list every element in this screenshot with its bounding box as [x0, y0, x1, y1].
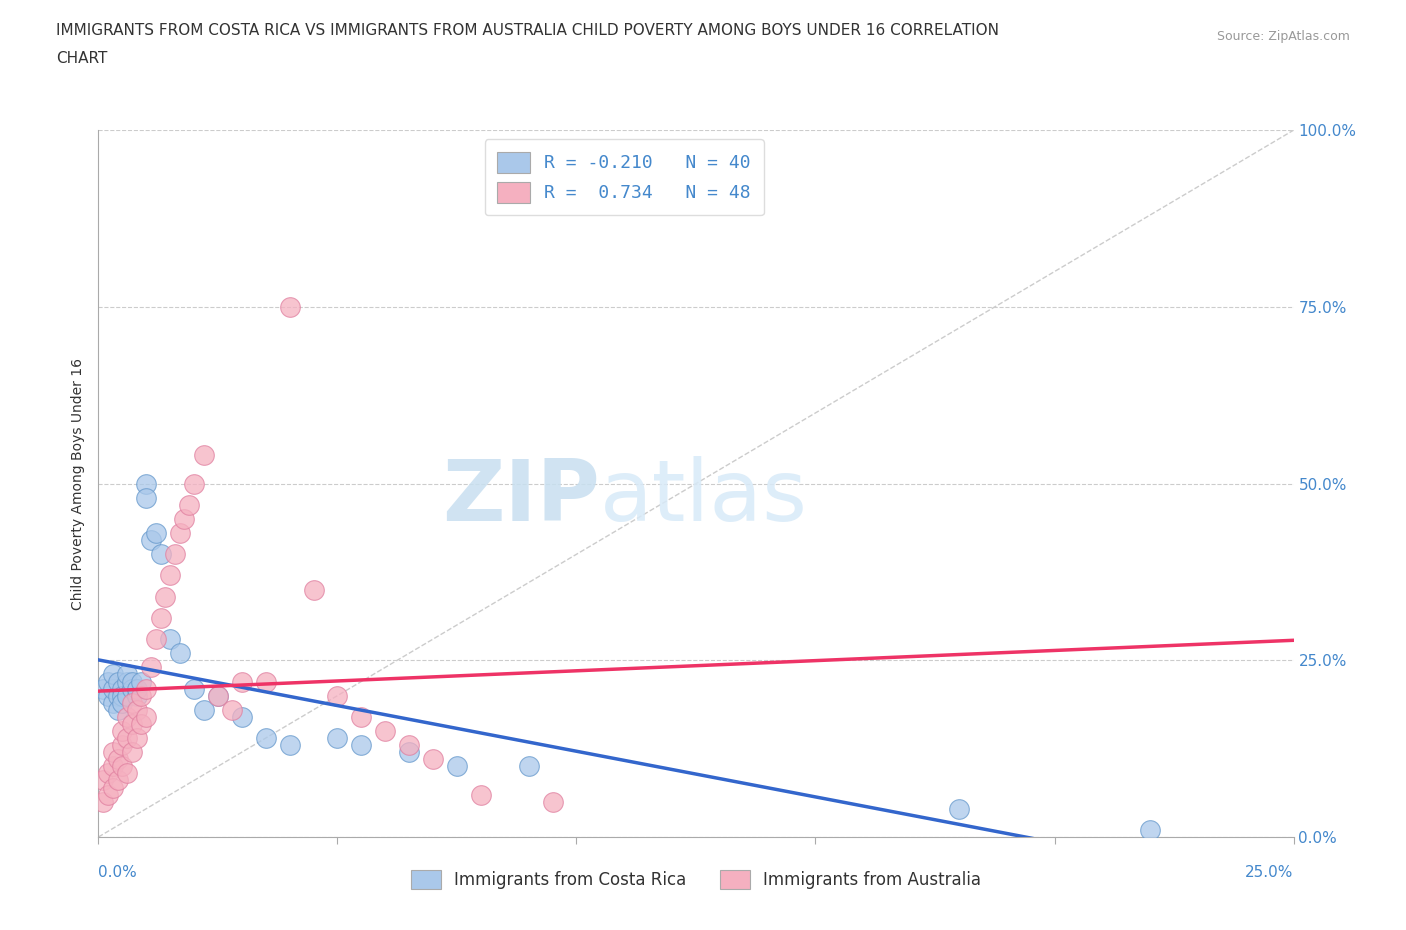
Point	[398, 745, 420, 760]
Point	[169, 645, 191, 660]
Point	[101, 780, 124, 795]
Text: Source: ZipAtlas.com: Source: ZipAtlas.com	[1216, 30, 1350, 43]
Point	[115, 674, 138, 689]
Point	[97, 688, 120, 703]
Point	[97, 766, 120, 781]
Text: CHART: CHART	[56, 51, 108, 66]
Point	[183, 476, 205, 491]
Point	[131, 674, 153, 689]
Point	[101, 745, 124, 760]
Point	[149, 547, 172, 562]
Point	[111, 696, 134, 711]
Point	[107, 688, 129, 703]
Point	[121, 745, 143, 760]
Point	[254, 674, 277, 689]
Point	[159, 568, 181, 583]
Point	[374, 724, 396, 738]
Point	[121, 716, 143, 731]
Point	[115, 766, 138, 781]
Point	[179, 498, 201, 512]
Point	[115, 688, 138, 703]
Point	[121, 681, 143, 696]
Point	[159, 631, 181, 646]
Point	[131, 688, 153, 703]
Point	[155, 590, 177, 604]
Point	[97, 787, 120, 802]
Point	[111, 681, 134, 696]
Point	[163, 547, 186, 562]
Point	[101, 759, 124, 774]
Point	[422, 751, 444, 766]
Point	[517, 759, 540, 774]
Point	[350, 737, 373, 752]
Point	[145, 525, 167, 540]
Point	[115, 731, 138, 746]
Point	[398, 737, 420, 752]
Point	[101, 667, 124, 682]
Point	[107, 702, 129, 717]
Point	[101, 696, 124, 711]
Point	[107, 674, 129, 689]
Point	[326, 731, 349, 746]
Point	[470, 787, 492, 802]
Point	[135, 490, 157, 505]
Point	[948, 802, 970, 817]
Point	[1139, 822, 1161, 837]
Point	[111, 759, 134, 774]
Point	[278, 299, 301, 314]
Point	[326, 688, 349, 703]
Point	[139, 660, 162, 675]
Point	[145, 631, 167, 646]
Point	[541, 794, 564, 809]
Point	[193, 448, 215, 463]
Text: 25.0%: 25.0%	[1246, 865, 1294, 881]
Point	[207, 688, 229, 703]
Point	[125, 681, 148, 696]
Point	[131, 716, 153, 731]
Legend: Immigrants from Costa Rica, Immigrants from Australia: Immigrants from Costa Rica, Immigrants f…	[401, 860, 991, 899]
Point	[111, 724, 134, 738]
Point	[278, 737, 301, 752]
Point	[125, 702, 148, 717]
Point	[111, 737, 134, 752]
Point	[350, 710, 373, 724]
Point	[135, 476, 157, 491]
Point	[101, 681, 124, 696]
Point	[193, 702, 215, 717]
Point	[97, 674, 120, 689]
Point	[135, 710, 157, 724]
Text: 0.0%: 0.0%	[98, 865, 138, 881]
Point	[231, 674, 253, 689]
Point	[231, 710, 253, 724]
Point	[121, 674, 143, 689]
Point	[183, 681, 205, 696]
Point	[173, 512, 195, 526]
Point	[121, 696, 143, 711]
Point	[91, 794, 114, 809]
Point	[169, 525, 191, 540]
Point	[125, 688, 148, 703]
Point	[302, 582, 325, 597]
Point	[446, 759, 468, 774]
Point	[135, 681, 157, 696]
Text: ZIP: ZIP	[443, 457, 600, 539]
Point	[207, 688, 229, 703]
Point	[107, 773, 129, 788]
Point	[115, 667, 138, 682]
Point	[115, 710, 138, 724]
Point	[254, 731, 277, 746]
Point	[139, 533, 162, 548]
Point	[91, 773, 114, 788]
Text: IMMIGRANTS FROM COSTA RICA VS IMMIGRANTS FROM AUSTRALIA CHILD POVERTY AMONG BOYS: IMMIGRANTS FROM COSTA RICA VS IMMIGRANTS…	[56, 23, 1000, 38]
Point	[221, 702, 243, 717]
Point	[149, 610, 172, 625]
Text: atlas: atlas	[600, 457, 808, 539]
Point	[125, 731, 148, 746]
Point	[107, 751, 129, 766]
Point	[111, 688, 134, 703]
Point	[91, 681, 114, 696]
Y-axis label: Child Poverty Among Boys Under 16: Child Poverty Among Boys Under 16	[72, 358, 86, 609]
